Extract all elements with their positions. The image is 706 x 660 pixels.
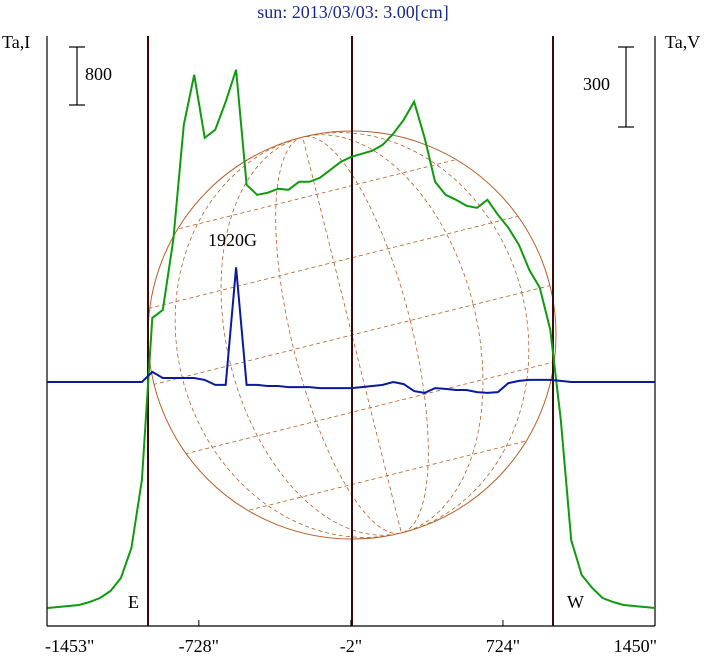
x-tick-label: -2" [340, 636, 362, 656]
x-tick-label: 724" [486, 636, 520, 656]
annotation: 1920G [208, 230, 257, 250]
y2-axis-label: Ta,V [665, 32, 700, 52]
chart-title: sun: 2013/03/03: 3.00[cm] [257, 2, 449, 22]
x-tick-label: -728" [179, 636, 219, 656]
series-line [47, 69, 656, 609]
x-tick-label: -1453" [45, 636, 94, 656]
annotation: W [567, 592, 584, 612]
annotation: E [128, 592, 139, 612]
v-scale-label: 300 [583, 74, 610, 94]
x-tick-label: 1450" [614, 636, 657, 656]
y-axis-label: Ta,I [2, 32, 30, 52]
sun-disk [111, 126, 589, 544]
i-scale-label: 800 [85, 64, 112, 84]
series-line [47, 267, 655, 394]
